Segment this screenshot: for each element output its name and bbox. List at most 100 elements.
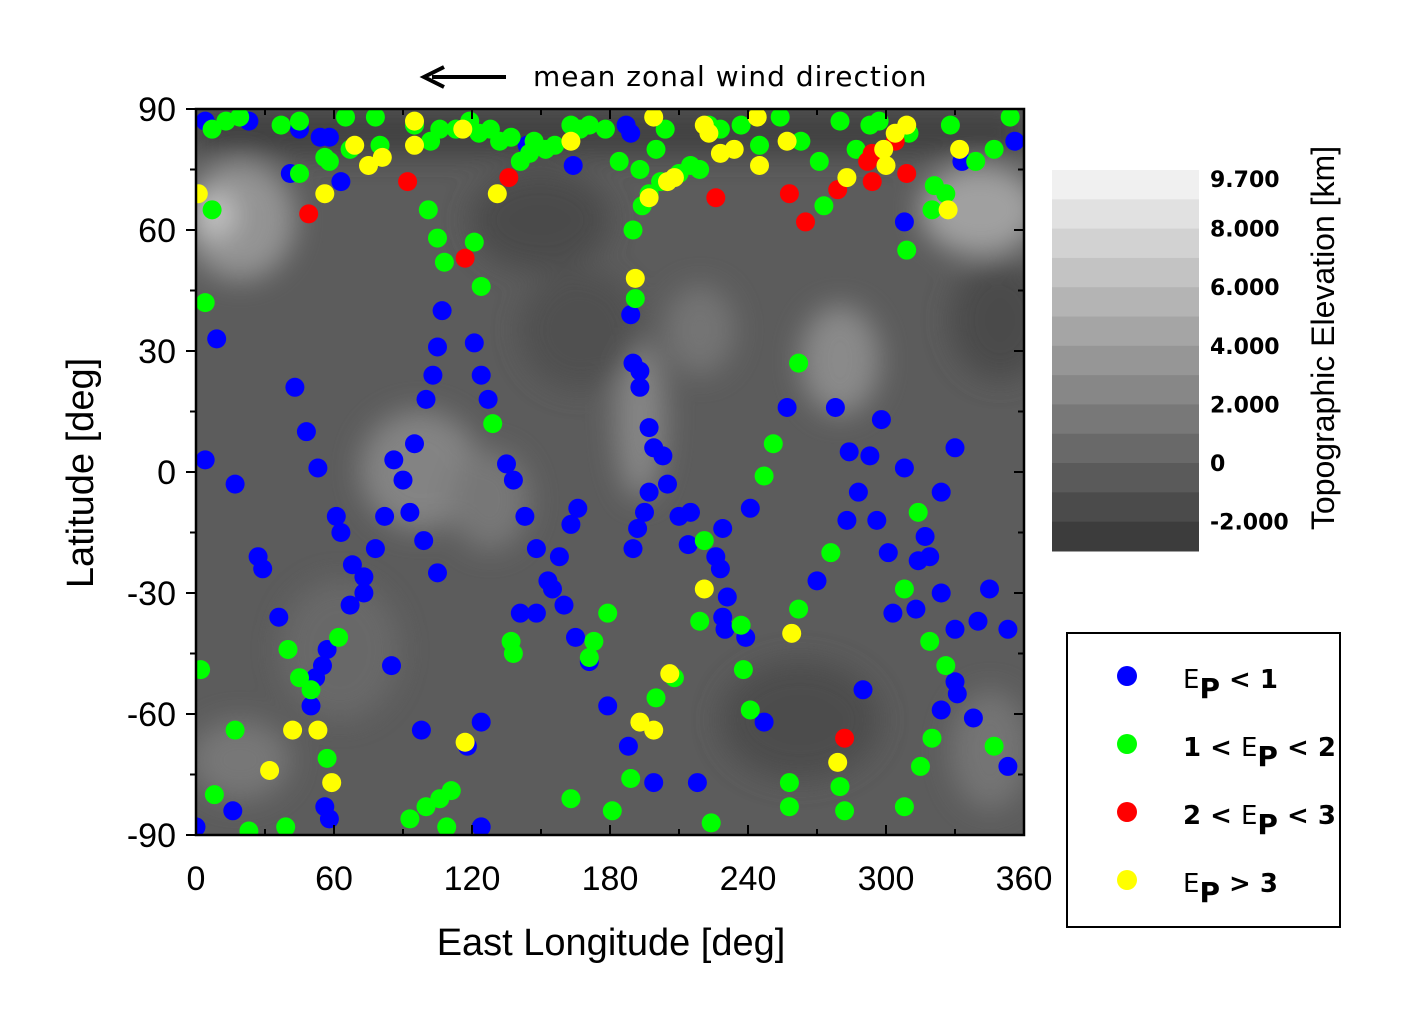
- data-point: [796, 212, 815, 232]
- data-point: [543, 579, 562, 599]
- data-point: [405, 434, 424, 454]
- data-point: [354, 583, 374, 603]
- data-point: [1005, 131, 1024, 151]
- data-point: [515, 506, 535, 526]
- colorbar-tick-label: 0: [1210, 452, 1225, 477]
- data-point: [936, 184, 956, 204]
- data-point: [483, 414, 503, 434]
- data-point: [317, 639, 337, 659]
- x-tick-label: 360: [996, 860, 1053, 898]
- data-point: [315, 147, 335, 167]
- legend-marker: [1117, 666, 1137, 686]
- data-point: [225, 474, 245, 494]
- x-tick-label: 180: [582, 860, 639, 898]
- data-point: [625, 289, 645, 309]
- data-point: [400, 809, 420, 829]
- data-point: [690, 160, 710, 179]
- data-point: [809, 151, 829, 171]
- data-point: [204, 785, 224, 805]
- data-point: [253, 559, 273, 579]
- data-point: [319, 127, 339, 147]
- data-point: [464, 232, 484, 252]
- data-point: [329, 627, 349, 647]
- data-point: [807, 571, 827, 591]
- legend-sub: P: [1199, 672, 1220, 705]
- legend-label: 1 < EP < 2: [1183, 733, 1336, 773]
- data-point: [922, 200, 942, 220]
- legend-sub: P: [1257, 740, 1278, 773]
- data-point: [196, 293, 215, 313]
- data-point: [681, 502, 700, 522]
- data-point: [715, 619, 735, 639]
- data-point: [835, 801, 855, 821]
- data-point: [549, 547, 569, 567]
- data-point: [763, 434, 783, 454]
- data-point: [411, 720, 431, 740]
- data-point: [853, 680, 873, 700]
- data-point: [285, 377, 305, 397]
- data-point: [894, 212, 914, 232]
- data-point: [938, 200, 958, 220]
- colorbar-band: [1052, 199, 1199, 230]
- data-point: [423, 365, 443, 385]
- data-point: [779, 797, 799, 817]
- data-point: [628, 518, 648, 538]
- data-point: [931, 700, 951, 720]
- legend-symbol: E: [1183, 665, 1199, 695]
- data-point: [301, 696, 321, 716]
- data-point: [345, 135, 365, 155]
- data-point: [400, 502, 420, 522]
- data-point: [618, 736, 638, 756]
- data-point: [579, 648, 599, 668]
- data-point: [290, 111, 309, 131]
- colorbar-tick-label: 2.000: [1210, 393, 1280, 418]
- data-point: [791, 131, 811, 151]
- data-point: [837, 168, 857, 188]
- data-point: [779, 184, 799, 204]
- data-point: [830, 111, 850, 131]
- y-tick-label: 0: [157, 454, 176, 492]
- data-point: [878, 543, 898, 563]
- data-point: [846, 139, 866, 159]
- data-point: [598, 603, 618, 623]
- x-tick-label: 120: [444, 860, 501, 898]
- data-point: [455, 248, 475, 268]
- data-point: [296, 422, 316, 442]
- data-point: [464, 333, 484, 353]
- data-point: [319, 809, 339, 829]
- data-point: [290, 668, 309, 688]
- data-point: [664, 168, 684, 188]
- data-point: [455, 732, 475, 752]
- legend-suffix: < 1: [1220, 665, 1278, 695]
- legend: EP < 11 < EP < 22 < EP < 3EP > 3: [1117, 665, 1336, 909]
- data-point: [398, 172, 418, 192]
- data-point: [717, 587, 737, 607]
- x-tick-label: 0: [187, 860, 206, 898]
- data-point: [441, 781, 461, 801]
- data-point: [678, 535, 698, 555]
- y-axis-label: Latitude [deg]: [60, 358, 102, 588]
- data-point: [894, 458, 914, 478]
- data-point: [510, 603, 530, 623]
- colorbar-tick-label: 8.000: [1210, 218, 1280, 243]
- data-point: [432, 301, 452, 321]
- data-point: [621, 123, 641, 143]
- data-point: [471, 817, 491, 835]
- data-point: [869, 111, 889, 131]
- data-point: [196, 660, 211, 680]
- data-point: [966, 151, 986, 171]
- x-tick-labels: 0 60 120 180 240 300 360: [187, 860, 1053, 898]
- data-point: [646, 139, 666, 159]
- data-point: [621, 769, 641, 789]
- data-point: [301, 680, 321, 700]
- colorbar-band: [1052, 345, 1199, 376]
- data-point: [839, 442, 859, 462]
- data-point: [428, 228, 447, 248]
- data-point: [639, 482, 659, 502]
- data-point: [430, 119, 450, 139]
- data-point: [835, 728, 855, 748]
- data-point: [750, 155, 769, 175]
- data-point: [405, 111, 424, 131]
- data-point: [911, 756, 930, 776]
- legend-label: EP < 1: [1183, 665, 1278, 705]
